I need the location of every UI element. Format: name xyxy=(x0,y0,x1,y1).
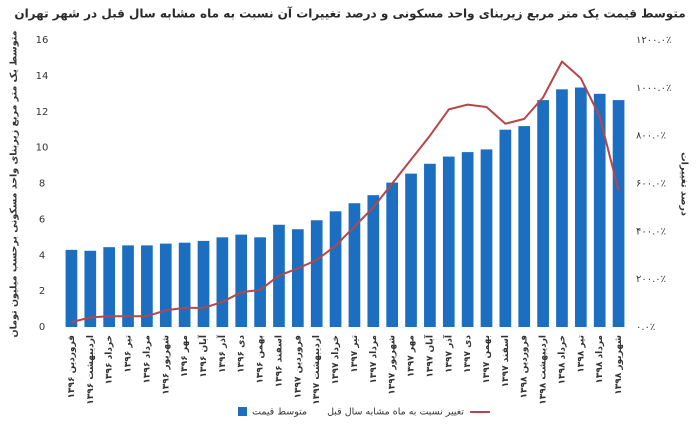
legend-swatch xyxy=(238,407,247,416)
bar xyxy=(84,250,97,327)
y-axis-label: متوسط یک متر مربع زیربنای واحد مسکونی بر… xyxy=(9,30,20,337)
bar xyxy=(612,100,625,327)
y-tick-label: 14 xyxy=(36,71,49,82)
x-tick-label: شهریور ۱۳۹۸ xyxy=(614,335,624,395)
y-tick-label: 0 xyxy=(39,322,45,333)
line xyxy=(71,60,620,324)
bar xyxy=(291,229,304,327)
y-tick-label: 16 xyxy=(36,35,49,46)
x-tick-label: فروردین ۱۳۹۸ xyxy=(520,335,530,399)
bar xyxy=(329,211,342,327)
bar xyxy=(310,220,323,327)
bar xyxy=(386,182,399,327)
bar xyxy=(103,247,116,327)
y2-tick-label: ۶۰۰.۰٪ xyxy=(636,179,666,190)
x-tick-label: آذر ۱۳۹۷ xyxy=(442,334,454,373)
bar xyxy=(405,173,417,327)
x-tick-label: تیر ۱۳۹۶ xyxy=(124,335,134,373)
x-tick-label: خرداد ۱۳۹۸ xyxy=(557,335,567,385)
bar xyxy=(424,163,436,327)
x-tick-label: شهریور ۱۳۹۶ xyxy=(161,335,171,395)
bar xyxy=(442,156,455,327)
x-tick-label: فروردین ۱۳۹۶ xyxy=(67,335,77,399)
y2-tick-label: ۸۰۰.۰٪ xyxy=(636,131,666,142)
bar xyxy=(367,195,380,327)
y-tick-label: 8 xyxy=(39,179,45,190)
y2-tick-label: ۴۰۰.۰٪ xyxy=(636,226,666,237)
bar xyxy=(159,243,172,327)
bar xyxy=(65,249,78,327)
x-tick-label: اردیبهشت ۱۳۹۷ xyxy=(312,335,322,405)
x-tick-label: مرداد ۱۳۹۶ xyxy=(142,335,152,384)
x-tick-label: آبان ۱۳۹۶ xyxy=(197,334,209,378)
x-tick-label: تیر ۱۳۹۷ xyxy=(350,335,360,373)
bar xyxy=(461,152,474,327)
bar xyxy=(122,245,134,327)
x-tick-label: اردیبهشت ۱۳۹۸ xyxy=(539,335,549,405)
bar xyxy=(499,129,512,327)
y2-tick-label: ۲۰۰.۰٪ xyxy=(636,274,666,285)
x-tick-label: خرداد ۱۳۹۶ xyxy=(105,335,115,385)
y2-axis-label: درصد تغییرات xyxy=(679,152,690,216)
x-tick-label: بهمن ۱۳۹۷ xyxy=(482,335,492,384)
bar xyxy=(235,234,248,327)
bar xyxy=(216,237,229,327)
bar xyxy=(141,245,153,327)
bar xyxy=(480,149,493,327)
y2-tick-label: ۰.۰٪ xyxy=(636,322,655,333)
x-tick-label: تیر ۱۳۹۸ xyxy=(576,335,586,373)
bar xyxy=(593,93,606,327)
bar xyxy=(574,87,587,327)
x-tick-label: شهریور ۱۳۹۷ xyxy=(388,335,398,395)
y-tick-label: 6 xyxy=(39,214,45,225)
bar xyxy=(254,237,266,327)
x-tick-label: فروردین ۱۳۹۷ xyxy=(293,335,303,399)
x-tick-label: دی ۱۳۹۷ xyxy=(463,335,473,373)
y-tick-label: 2 xyxy=(39,286,45,297)
legend-label: متوسط قیمت xyxy=(252,407,307,418)
x-tick-label: مرداد ۱۳۹۷ xyxy=(369,335,379,384)
x-tick-label: مهر ۱۳۹۷ xyxy=(407,335,417,377)
x-tick-label: مهر ۱۳۹۶ xyxy=(180,335,190,377)
legend-label: تغییر نسبت به ماه مشابه سال قبل xyxy=(327,407,464,418)
x-tick-label: اردیبهشت ۱۳۹۶ xyxy=(86,335,96,405)
bar xyxy=(197,240,210,327)
bar xyxy=(537,100,549,327)
x-tick-label: مرداد ۱۳۹۸ xyxy=(595,335,605,384)
y-tick-label: 10 xyxy=(36,143,49,154)
y-tick-label: 4 xyxy=(39,250,45,261)
bar xyxy=(518,126,531,327)
bar xyxy=(178,242,191,327)
bar xyxy=(348,203,361,327)
y2-tick-label: ۱۰۰۰.۰٪ xyxy=(636,83,671,94)
x-tick-label: خرداد ۱۳۹۷ xyxy=(331,335,341,385)
x-tick-label: اسفند ۱۳۹۶ xyxy=(274,335,284,387)
y-tick-label: 12 xyxy=(36,107,49,118)
x-tick-label: اسفند ۱۳۹۷ xyxy=(501,335,511,387)
chart-title: متوسط قیمت یک متر مربع زیربنای واحد مسکو… xyxy=(14,6,685,22)
y2-tick-label: ۱۲۰۰.۰٪ xyxy=(636,35,671,46)
x-tick-label: دی ۱۳۹۶ xyxy=(237,335,247,373)
x-tick-label: بهمن ۱۳۹۶ xyxy=(256,335,266,384)
x-tick-label: آذر ۱۳۹۶ xyxy=(216,334,228,373)
x-tick-label: آبان ۱۳۹۷ xyxy=(423,334,435,378)
bar xyxy=(556,89,568,327)
